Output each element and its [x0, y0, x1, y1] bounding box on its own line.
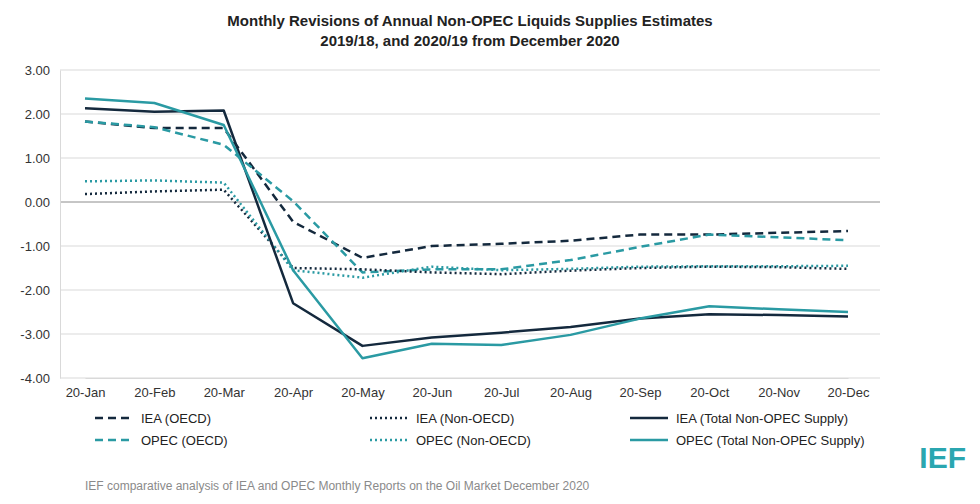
legend-item: IEA (Total Non-OPEC Supply) — [630, 411, 848, 426]
y-tick-label: 0.00 — [25, 195, 50, 210]
legend-swatch — [630, 439, 668, 442]
grid-line — [60, 158, 880, 159]
legend-label: IEA (Total Non-OPEC Supply) — [676, 411, 848, 426]
y-tick-label: 2.00 — [25, 107, 50, 122]
x-tick: 20-Aug — [550, 378, 592, 400]
series-line — [85, 180, 848, 277]
series-lines — [85, 99, 848, 359]
legend-swatch — [370, 417, 408, 420]
x-tick: 20-Mar — [204, 378, 246, 400]
legend-item: OPEC (OECD) — [95, 433, 228, 448]
legend-swatch — [630, 417, 668, 420]
y-tick-label: 3.00 — [25, 63, 50, 78]
series-line — [85, 121, 848, 257]
y-tick: 0.00 — [25, 195, 60, 210]
x-tick-label: 20-Feb — [134, 385, 175, 400]
chart: Monthly Revisions of Annual Non-OPEC Liq… — [0, 0, 980, 504]
series-line — [85, 108, 848, 346]
legend-item: OPEC (Total Non-OPEC Supply) — [630, 433, 865, 448]
y-tick-label: -3.00 — [20, 327, 50, 342]
series-line — [85, 99, 848, 359]
x-tick: 20-Jun — [412, 378, 452, 400]
x-tick-label: 20-May — [341, 385, 385, 400]
y-tick: -4.00 — [20, 371, 60, 386]
series-line — [85, 121, 848, 272]
x-tick-label: 20-Nov — [758, 385, 800, 400]
y-axis-line — [60, 71, 61, 379]
y-axis: -4.00 -3.00 -2.00 -1.00 0.00 1.00 2.00 3.00 — [20, 63, 60, 386]
x-tick-label: 20-Apr — [274, 385, 314, 400]
x-tick-label: 20-Jul — [484, 385, 520, 400]
x-tick: 20-Nov — [758, 378, 800, 400]
y-tick-label: -1.00 — [20, 239, 50, 254]
x-tick: 20-Dec — [828, 378, 870, 400]
grid-line — [60, 378, 880, 379]
series-line — [85, 190, 848, 274]
legend: IEA (OECD) OPEC (OECD) IEA (Non-OECD) OPEC … — [95, 411, 865, 448]
legend-item: OPEC (Non-OECD) — [370, 433, 531, 448]
x-tick: 20-Jan — [66, 378, 106, 400]
grid-line — [60, 114, 880, 115]
y-tick-label: 1.00 — [25, 151, 50, 166]
legend-label: IEA (Non-OECD) — [416, 411, 514, 426]
legend-label: IEA (OECD) — [141, 411, 211, 426]
footnote: IEF comparative analysis of IEA and OPEC… — [85, 479, 590, 493]
x-tick-label: 20-Aug — [550, 385, 592, 400]
y-tick: 3.00 — [25, 63, 60, 78]
x-tick-label: 20-Mar — [204, 385, 246, 400]
grid-line — [60, 70, 880, 71]
logo: IEF — [919, 441, 966, 474]
x-tick-label: 20-Oct — [690, 385, 729, 400]
legend-swatch — [370, 439, 408, 442]
y-tick: -3.00 — [20, 327, 60, 342]
y-tick: -1.00 — [20, 239, 60, 254]
x-tick-label: 20-Jan — [66, 385, 106, 400]
legend-item: IEA (Non-OECD) — [370, 411, 514, 426]
x-tick-label: 20-Dec — [828, 385, 870, 400]
x-tick-label: 20-Sep — [619, 385, 661, 400]
legend-label: OPEC (Non-OECD) — [416, 433, 531, 448]
y-tick: 2.00 — [25, 107, 60, 122]
title: Monthly Revisions of Annual Non-OPEC Liq… — [227, 12, 712, 29]
y-tick-label: -2.00 — [20, 283, 50, 298]
x-tick: 20-Feb — [134, 378, 175, 400]
x-axis-line — [86, 378, 849, 379]
zero-line — [60, 202, 880, 203]
x-tick-label: 20-Jun — [412, 385, 452, 400]
grid — [60, 70, 880, 378]
x-tick: 20-Sep — [619, 378, 661, 400]
legend-label: OPEC (Total Non-OPEC Supply) — [676, 433, 865, 448]
legend-swatch — [95, 417, 133, 420]
x-tick: 20-Oct — [690, 378, 729, 400]
x-tick: 20-Jul — [484, 378, 520, 400]
subtitle: 2019/18, and 2020/19 from December 2020 — [320, 32, 619, 49]
legend-swatch — [95, 439, 133, 442]
y-tick: -2.00 — [20, 283, 60, 298]
legend-label: OPEC (OECD) — [141, 433, 228, 448]
x-tick: 20-May — [341, 378, 385, 400]
grid-line — [60, 290, 880, 291]
x-tick: 20-Apr — [274, 378, 314, 400]
legend-item: IEA (OECD) — [95, 411, 211, 426]
x-axis: 20-Jan 20-Feb 20-Mar 20-Apr 20-May 20-Jun 20-J… — [66, 378, 870, 400]
y-tick: 1.00 — [25, 151, 60, 166]
y-tick-label: -4.00 — [20, 371, 50, 386]
